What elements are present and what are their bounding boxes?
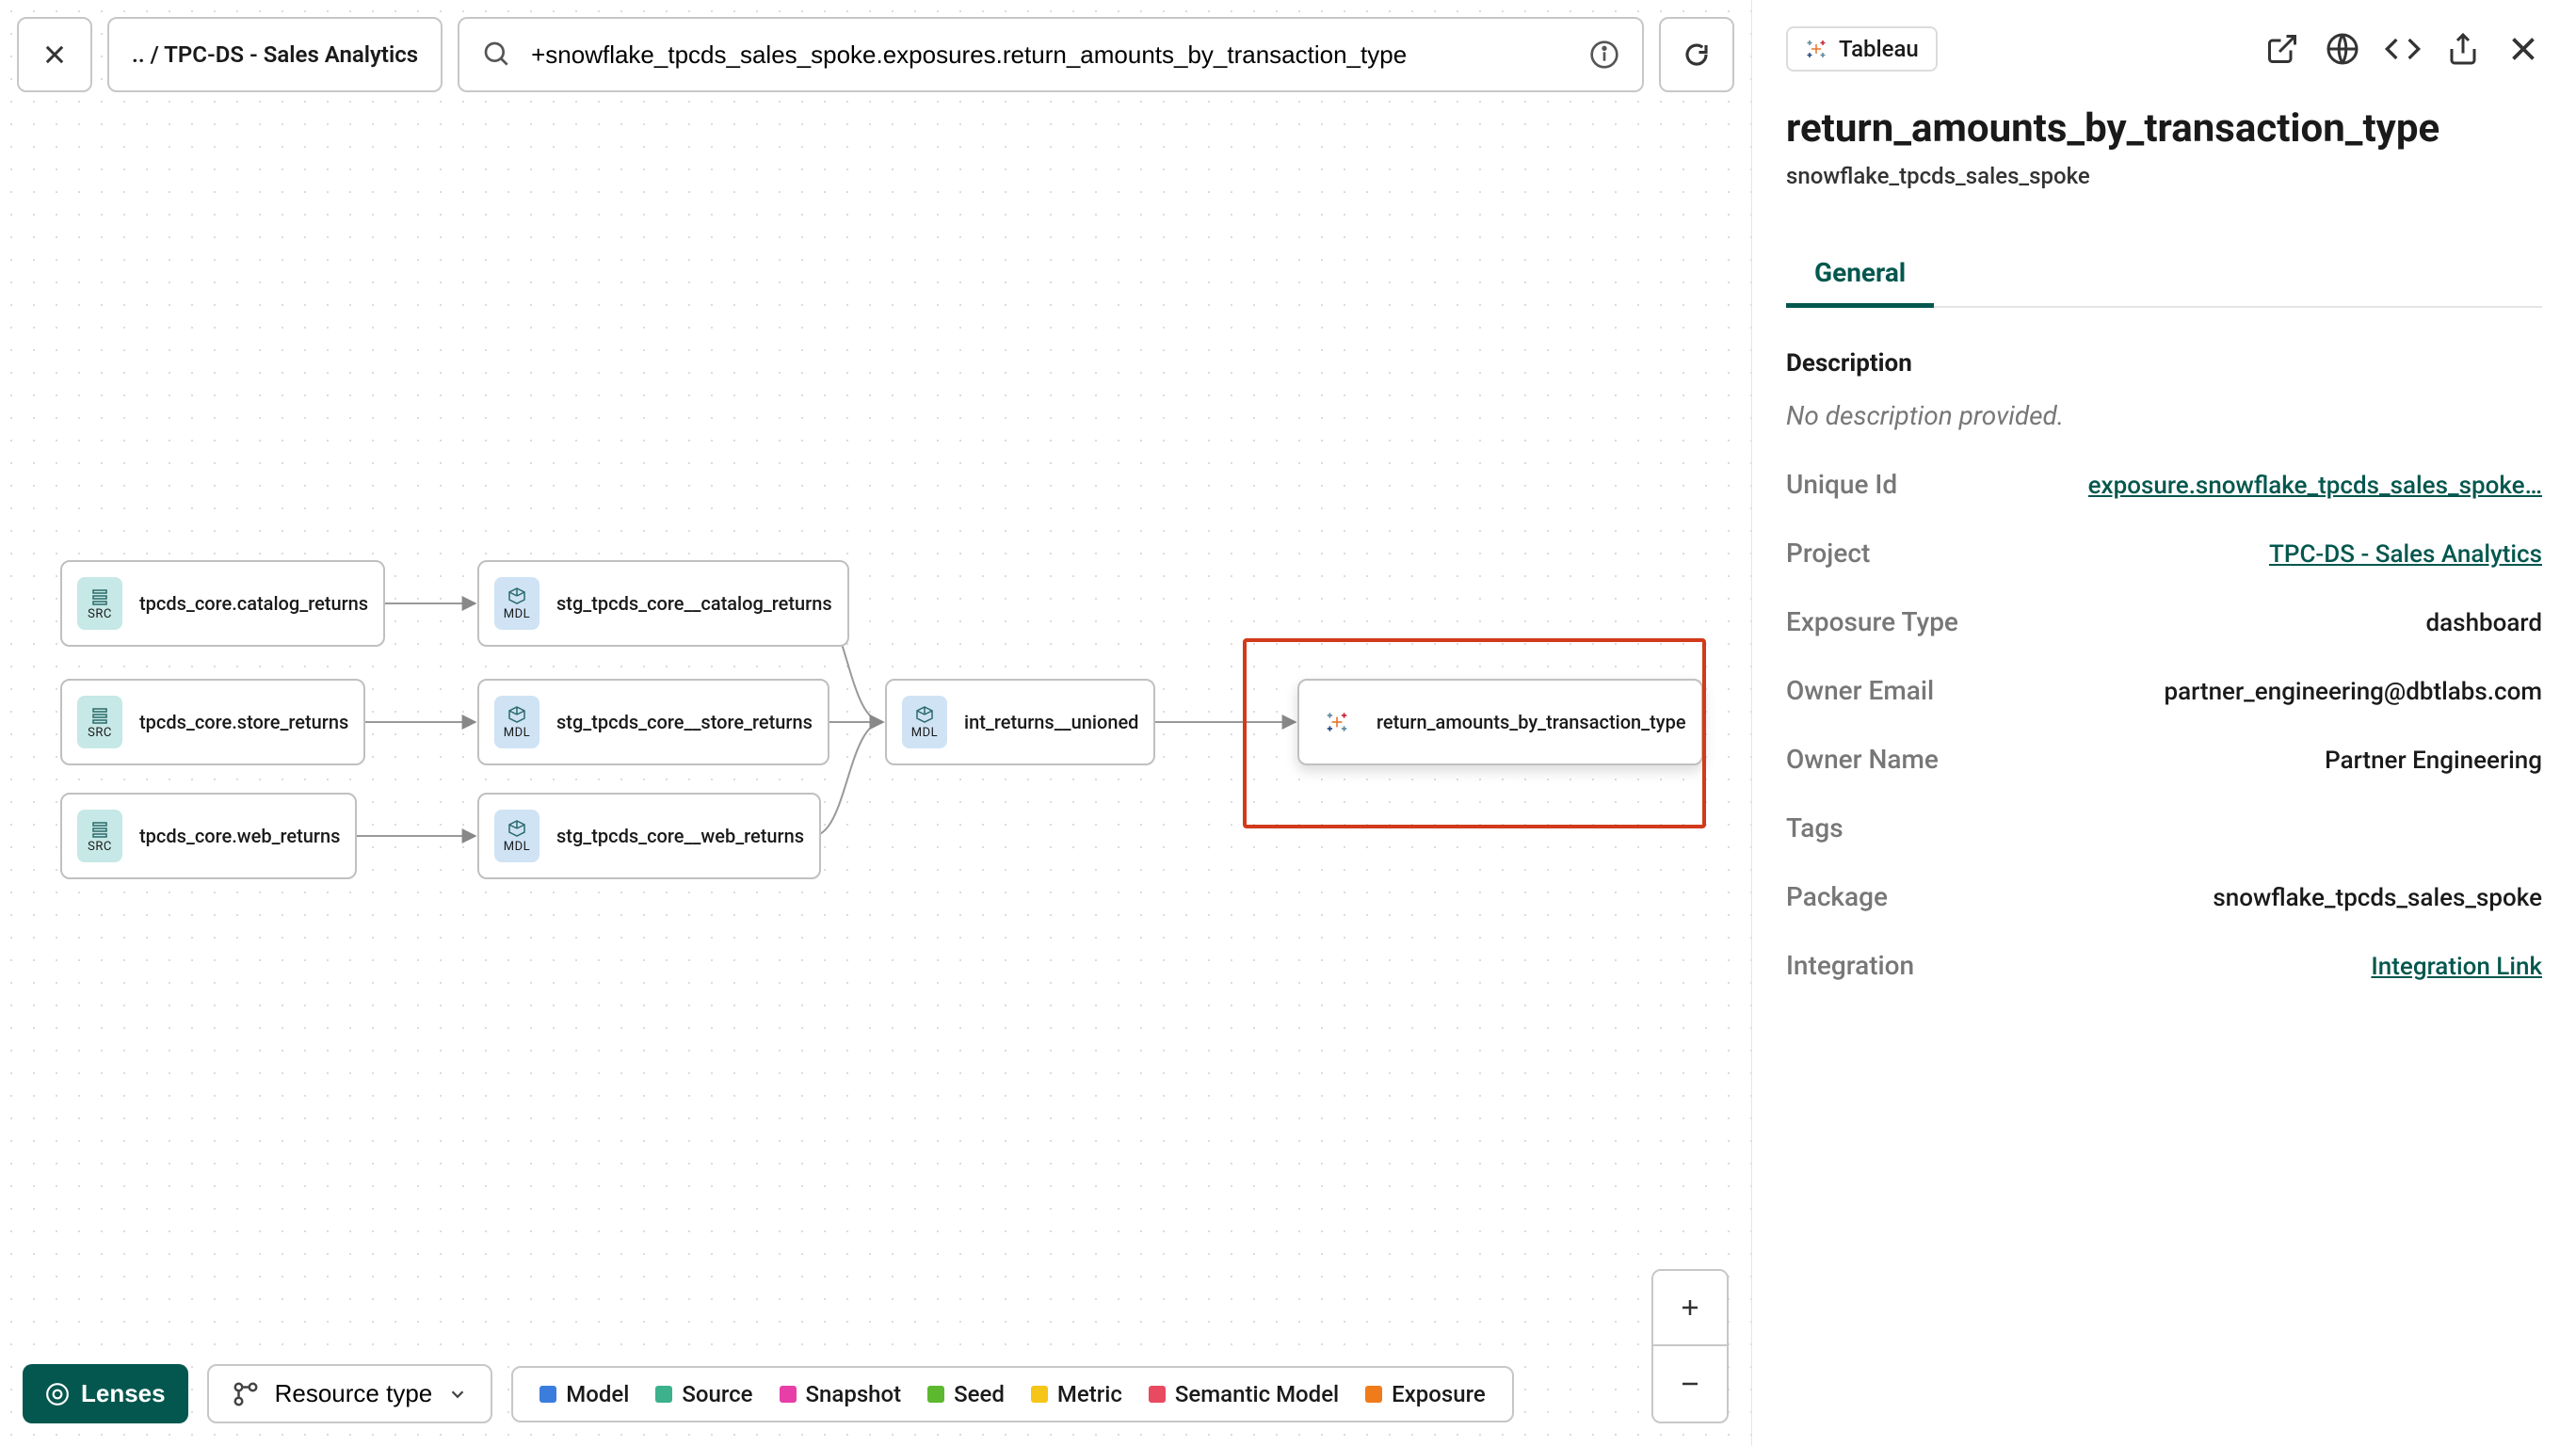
src-badge: SRC <box>77 696 122 748</box>
tags-label: Tags <box>1786 812 1843 844</box>
tab-general[interactable]: General <box>1786 242 1934 308</box>
external-link-icon <box>2265 32 2299 66</box>
legend-item: Model <box>539 1381 629 1407</box>
node-mdl3[interactable]: MDL stg_tpcds_core__web_returns <box>477 793 821 879</box>
unique-id-value[interactable]: exposure.snowflake_tpcds_sales_spoke… <box>2088 472 2542 500</box>
node-label: int_returns__unioned <box>964 711 1138 733</box>
panel-title: return_amounts_by_transaction_type <box>1786 105 2542 152</box>
bottom-bar: Lenses Resource type Model Source Snapshot… <box>23 1364 1514 1423</box>
resource-type-label: Resource type <box>275 1379 433 1408</box>
legend-item: Exposure <box>1365 1381 1486 1407</box>
node-mdl1[interactable]: MDL stg_tpcds_core__catalog_returns <box>477 560 849 647</box>
lenses-label: Lenses <box>81 1379 166 1408</box>
topbar: .. / TPC-DS - Sales Analytics <box>17 17 1734 92</box>
description-empty: No description provided. <box>1786 400 2542 431</box>
node-src1[interactable]: SRC tpcds_core.catalog_returns <box>60 560 385 647</box>
panel-actions <box>2263 30 2542 68</box>
node-src3[interactable]: SRC tpcds_core.web_returns <box>60 793 357 879</box>
node-label: stg_tpcds_core__store_returns <box>556 711 813 733</box>
zoom-controls <box>1651 1269 1729 1423</box>
globe-icon <box>2326 32 2359 66</box>
owner-name-label: Owner Name <box>1786 744 1939 775</box>
owner-name-value: Partner Engineering <box>2325 747 2542 775</box>
project-value[interactable]: TPC-DS - Sales Analytics <box>2269 540 2542 569</box>
panel-subtitle: snowflake_tpcds_sales_spoke <box>1786 163 2542 189</box>
close-button[interactable] <box>17 17 92 92</box>
integration-name: Tableau <box>1839 36 1919 62</box>
breadcrumb[interactable]: .. / TPC-DS - Sales Analytics <box>107 17 443 92</box>
unique-id-label: Unique Id <box>1786 469 1897 500</box>
minus-icon <box>1679 1373 1701 1395</box>
mdl-badge: MDL <box>494 696 539 748</box>
project-label: Project <box>1786 538 1870 569</box>
node-label: tpcds_core.web_returns <box>139 825 340 847</box>
close-icon <box>2506 32 2540 66</box>
resource-type-button[interactable]: Resource type <box>207 1364 493 1423</box>
src-badge: SRC <box>77 810 122 862</box>
src-badge: SRC <box>77 577 122 630</box>
tableau-icon <box>1805 38 1827 60</box>
zoom-out-button[interactable] <box>1653 1346 1727 1422</box>
owner-email-label: Owner Email <box>1786 675 1934 706</box>
legend-item: Semantic Model <box>1149 1381 1339 1407</box>
integration-link[interactable]: Integration Link <box>2371 953 2542 981</box>
legend-item: Snapshot <box>780 1381 902 1407</box>
resource-icon <box>232 1380 260 1408</box>
integration-badge: Tableau <box>1786 26 1938 72</box>
legend-item: Source <box>655 1381 752 1407</box>
search-icon <box>482 40 512 70</box>
legend: Model Source Snapshot Seed Metric Semantic Mo… <box>511 1366 1513 1422</box>
node-label: stg_tpcds_core__web_returns <box>556 825 804 847</box>
info-icon[interactable] <box>1589 40 1619 70</box>
breadcrumb-text: .. / TPC-DS - Sales Analytics <box>132 41 418 68</box>
refresh-button[interactable] <box>1659 17 1734 92</box>
search-box <box>458 17 1644 92</box>
owner-email-value: partner_engineering@dbtlabs.com <box>2164 678 2542 706</box>
mdl-badge: MDL <box>902 696 947 748</box>
panel-close-button[interactable] <box>2504 30 2542 68</box>
code-icon <box>2384 30 2422 68</box>
node-mdl4[interactable]: MDL int_returns__unioned <box>885 679 1155 765</box>
legend-item: Metric <box>1031 1381 1122 1407</box>
chevron-down-icon <box>447 1384 468 1405</box>
globe-button[interactable] <box>2324 30 2361 68</box>
code-button[interactable] <box>2384 30 2422 68</box>
package-value: snowflake_tpcds_sales_spoke <box>2213 884 2542 912</box>
node-src2[interactable]: SRC tpcds_core.store_returns <box>60 679 365 765</box>
node-label: tpcds_core.store_returns <box>139 711 348 733</box>
panel-topbar: Tableau <box>1786 26 2542 72</box>
zoom-in-button[interactable] <box>1653 1271 1727 1346</box>
lenses-icon <box>45 1382 70 1406</box>
node-label: stg_tpcds_core__catalog_returns <box>556 592 832 615</box>
exposure-type-label: Exposure Type <box>1786 606 1958 637</box>
mdl-badge: MDL <box>494 577 539 630</box>
panel-tabs: General <box>1786 242 2542 308</box>
open-external-button[interactable] <box>2263 30 2301 68</box>
search-input[interactable] <box>531 40 1570 70</box>
refresh-icon <box>1682 40 1711 69</box>
legend-item: Seed <box>927 1381 1005 1407</box>
mdl-badge: MDL <box>494 810 539 862</box>
lineage-canvas[interactable]: .. / TPC-DS - Sales Analytics <box>0 0 1751 1446</box>
lenses-button[interactable]: Lenses <box>23 1364 188 1423</box>
share-icon <box>2446 32 2480 66</box>
integration-label: Integration <box>1786 950 1914 981</box>
package-label: Package <box>1786 881 1888 912</box>
details-panel: Tableau return_amounts_b <box>1751 0 2576 1446</box>
description-heading: Description <box>1786 349 2542 378</box>
selection-highlight <box>1243 638 1706 828</box>
close-icon <box>41 41 68 68</box>
node-label: tpcds_core.catalog_returns <box>139 592 368 615</box>
share-button[interactable] <box>2444 30 2482 68</box>
plus-icon <box>1679 1296 1701 1319</box>
node-mdl2[interactable]: MDL stg_tpcds_core__store_returns <box>477 679 829 765</box>
exposure-type-value: dashboard <box>2426 609 2542 637</box>
